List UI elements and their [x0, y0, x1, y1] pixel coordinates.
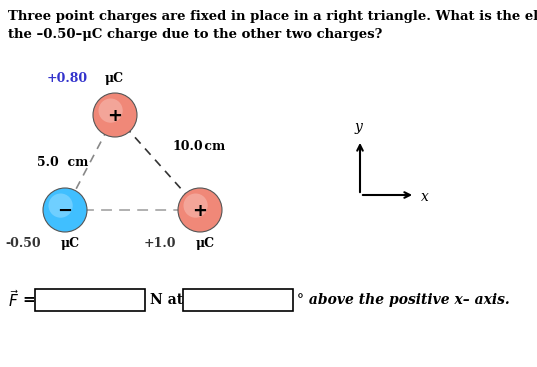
- Text: Three point charges are fixed in place in a right triangle. What is the electric: Three point charges are fixed in place i…: [8, 10, 537, 23]
- Text: μC: μC: [61, 237, 80, 250]
- Text: +0.80: +0.80: [47, 72, 88, 85]
- Text: N at: N at: [150, 293, 183, 307]
- Bar: [183, 289, 293, 311]
- Text: -0.50: -0.50: [5, 237, 41, 250]
- Text: 5.0  cm: 5.0 cm: [37, 156, 88, 169]
- Circle shape: [43, 188, 87, 232]
- Text: $\vec{F}$: $\vec{F}$: [8, 290, 19, 310]
- Circle shape: [48, 193, 72, 218]
- Text: 10.0: 10.0: [172, 139, 203, 153]
- Text: x: x: [421, 190, 429, 204]
- Text: y: y: [354, 120, 362, 134]
- Text: μC: μC: [105, 72, 124, 85]
- Bar: [35, 289, 145, 311]
- Circle shape: [184, 193, 208, 218]
- Text: +1.0: +1.0: [143, 237, 176, 250]
- Circle shape: [98, 98, 122, 123]
- Text: =: =: [22, 293, 35, 307]
- Circle shape: [178, 188, 222, 232]
- Circle shape: [93, 93, 137, 137]
- Text: μC: μC: [196, 237, 215, 250]
- Text: −: −: [57, 202, 72, 220]
- Text: ° above the positive x– axis.: ° above the positive x– axis.: [297, 293, 510, 307]
- Text: +: +: [107, 107, 122, 125]
- Text: +: +: [192, 202, 207, 220]
- Text: the –0.50–μC charge due to the other two charges?: the –0.50–μC charge due to the other two…: [8, 28, 382, 41]
- Text: cm: cm: [200, 139, 226, 153]
